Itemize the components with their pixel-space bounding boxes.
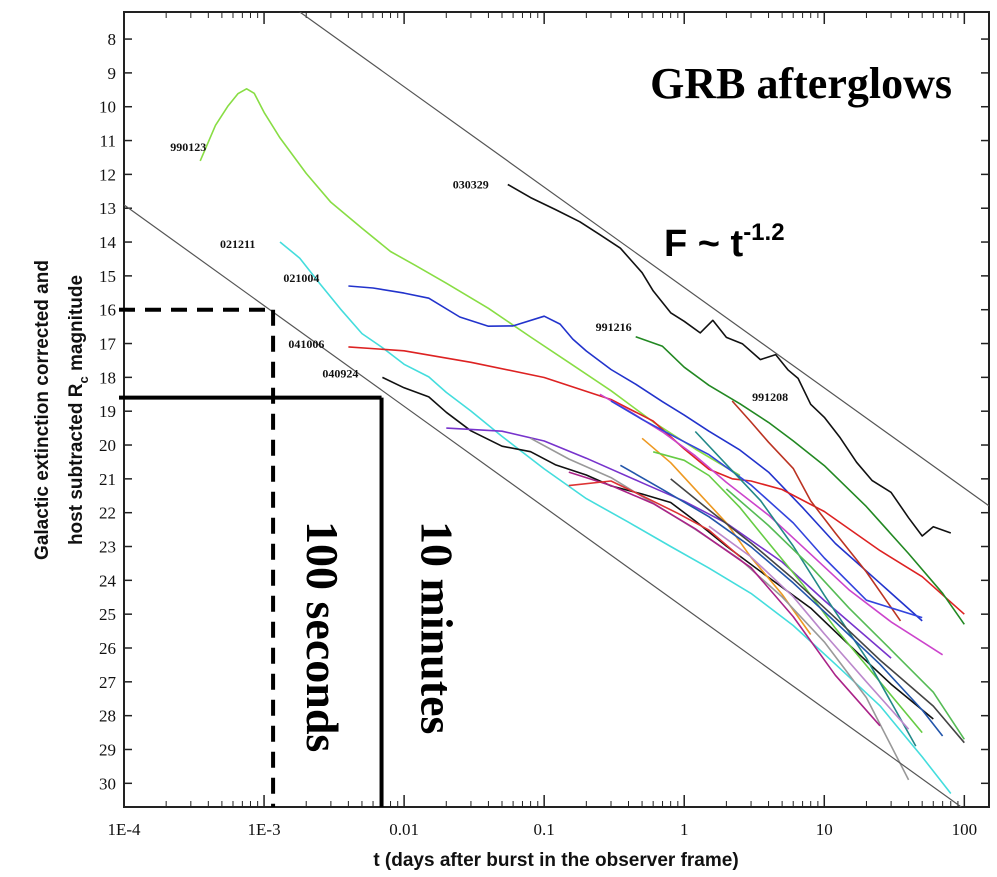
series-line-991216 (635, 336, 965, 625)
series-label: 040924 (322, 366, 358, 380)
series-label: 021004 (283, 271, 319, 285)
series-line-021004 (348, 285, 923, 622)
series-line-unlabeled-17 (725, 488, 965, 740)
series-label: 991216 (596, 320, 632, 334)
x-tick-label: 0.1 (534, 820, 555, 839)
y-tick-label: 8 (108, 30, 117, 49)
y-tick-label: 28 (99, 707, 116, 726)
y-tick-label: 12 (99, 165, 116, 184)
series-line-041006 (348, 346, 965, 615)
y-tick-label: 13 (99, 199, 116, 218)
y-tick-label: 11 (100, 132, 116, 151)
x-axis-ticks: 1E-4 1E-3 0.01 0.1 1 10 100 (107, 12, 977, 839)
power-law-line (124, 204, 962, 807)
power-law-exponent: -1.2 (743, 219, 784, 246)
series-line-unlabeled-18 (620, 464, 944, 737)
y-tick-label: 19 (99, 402, 116, 421)
series-line-unlabeled-8 (446, 427, 892, 659)
y-axis-label-line2: host subtracted Rc magnitude (66, 275, 91, 545)
series-line-990123 (199, 88, 741, 477)
y-tick-label: 15 (99, 267, 116, 286)
y-axis-label-line2-pre: host subtracted R (66, 383, 87, 545)
series-line-unlabeled-19 (708, 525, 910, 730)
x-axis-label: t (days after burst in the observer fram… (373, 850, 738, 871)
series-line-991208 (731, 400, 902, 622)
y-tick-label: 16 (99, 301, 116, 320)
x-tick-label: 1E-3 (248, 820, 281, 839)
series-line-unlabeled-13 (652, 451, 923, 734)
y-tick-label: 25 (99, 605, 116, 624)
y-tick-label: 17 (99, 335, 117, 354)
y-axis-ticks: 8 9 10 11 12 13 14 15 16 17 18 19 20 21 22 23 24 25 26 27 28… (99, 30, 989, 793)
x-tick-label: 10 (816, 820, 833, 839)
series-label: 041006 (288, 337, 324, 351)
y-tick-label: 20 (99, 436, 116, 455)
power-law-line (299, 12, 989, 507)
chart-title: GRB afterglows (650, 59, 952, 108)
y-tick-label: 23 (99, 538, 116, 557)
x-tick-label: 1E-4 (107, 820, 141, 839)
series-layer (199, 88, 965, 794)
series-label: 030329 (453, 178, 489, 192)
power-law-base: F ~ t (664, 223, 744, 265)
y-axis-label-line1: Galactic extinction corrected and (32, 260, 53, 560)
y-tick-label: 10 (99, 98, 116, 117)
marker-label: 10 minutes (412, 521, 463, 734)
series-label: 990123 (170, 140, 206, 154)
series-line-unlabeled-15 (568, 471, 881, 727)
y-tick-label: 18 (99, 368, 116, 387)
y-axis-label-line2-post: magnitude (66, 275, 87, 376)
power-law-label: F ~ t-1.2 (664, 219, 785, 265)
series-label: 021211 (220, 237, 255, 251)
y-tick-label: 29 (99, 740, 116, 759)
y-tick-label: 30 (99, 774, 116, 793)
plot-frame (123, 11, 990, 808)
y-tick-label: 9 (108, 64, 117, 83)
y-tick-label: 24 (99, 571, 117, 590)
series-label: 991208 (752, 390, 788, 404)
series-line-unlabeled-16 (670, 478, 965, 744)
series-line-unlabeled-20 (568, 480, 741, 558)
y-tick-label: 26 (99, 639, 116, 658)
y-tick-label: 14 (99, 233, 117, 252)
power-law-lines (124, 12, 989, 807)
x-tick-label: 100 (952, 820, 978, 839)
series-line-unlabeled-14 (694, 430, 917, 747)
y-axis-label-subscript: c (76, 376, 91, 383)
x-tick-label: 0.01 (389, 820, 419, 839)
series-labels: 990123 030329 021211 021004 041006 040924 9912… (170, 140, 788, 404)
x-tick-label: 1 (680, 820, 689, 839)
y-tick-label: 21 (99, 470, 116, 489)
y-tick-label: 22 (99, 504, 116, 523)
y-tick-label: 27 (99, 673, 117, 692)
marker-label: 100 seconds (297, 521, 348, 752)
series-line-030329 (507, 183, 952, 537)
series-line-unlabeled-10 (610, 400, 923, 619)
time-markers: 100 seconds 10 minutes (119, 307, 463, 807)
